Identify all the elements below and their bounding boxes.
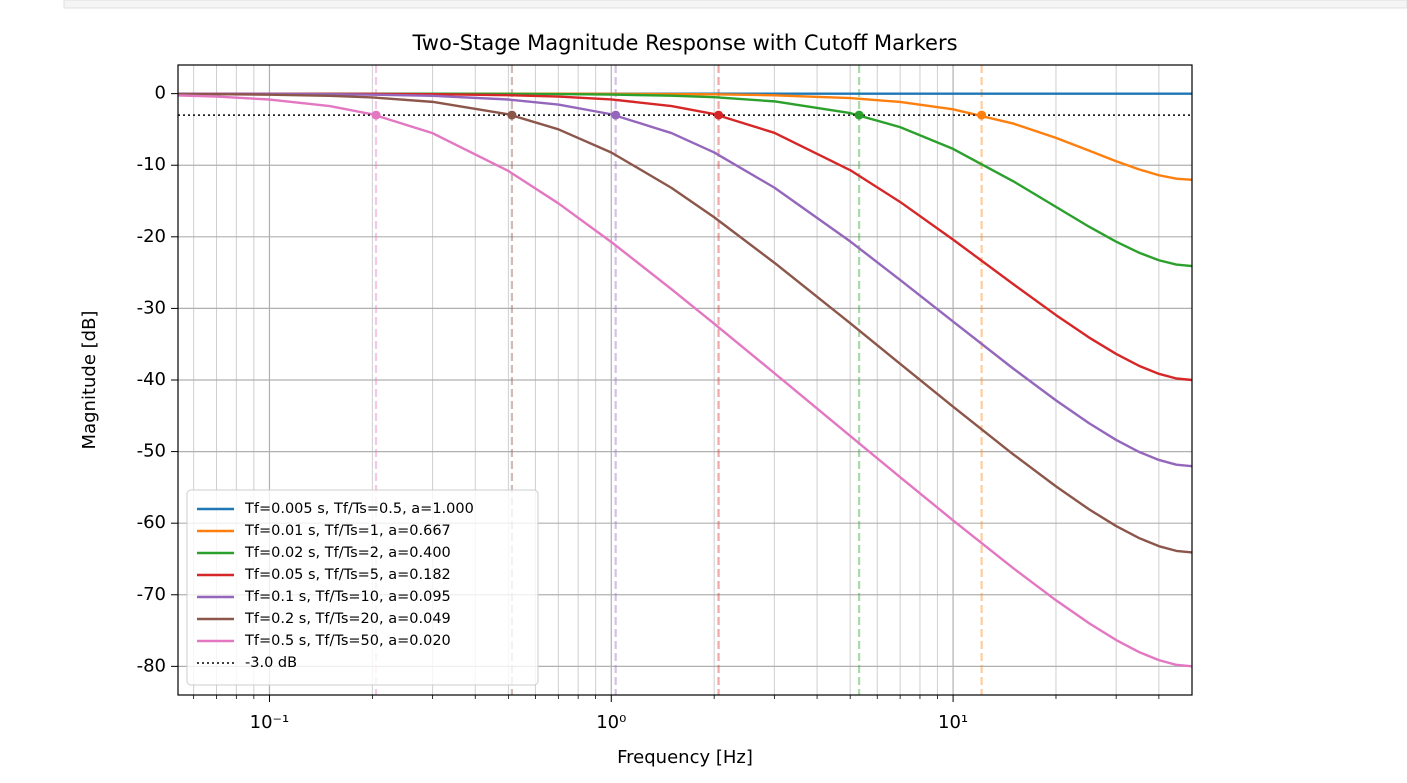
y-tick-label: -30 xyxy=(137,297,166,318)
cutoff-marker xyxy=(714,110,724,120)
legend-label: Tf=0.1 s, Tf/Ts=10, a=0.095 xyxy=(244,589,451,605)
cutoff-marker xyxy=(977,110,987,120)
series-line xyxy=(177,94,1193,668)
x-tick-label: 10¹ xyxy=(938,712,968,733)
y-tick-label: 0 xyxy=(155,83,166,104)
y-tick-label: -20 xyxy=(137,226,166,247)
plot-frame xyxy=(177,64,1193,696)
cutoff-marker xyxy=(507,110,517,120)
y-tick-label: -70 xyxy=(137,584,166,605)
x-axis-label: Frequency [Hz] xyxy=(617,747,753,768)
legend-label: Tf=0.2 s, Tf/Ts=20, a=0.049 xyxy=(244,611,451,627)
legend-label: Tf=0.02 s, Tf/Ts=2, a=0.400 xyxy=(244,545,451,561)
cutoff-marker xyxy=(854,110,864,120)
y-axis-label: Magnitude [dB] xyxy=(79,311,100,450)
series-line xyxy=(178,92,1193,268)
y-tick-label: -50 xyxy=(137,441,166,462)
y-tick-label: -10 xyxy=(137,154,166,175)
cutoff-marker xyxy=(611,110,621,120)
x-tick-label: 10⁻¹ xyxy=(250,712,290,733)
legend-label: Tf=0.005 s, Tf/Ts=0.5, a=1.000 xyxy=(244,501,474,517)
legend-label: -3.0 dB xyxy=(245,655,297,671)
legend: Tf=0.005 s, Tf/Ts=0.5, a=1.000 Tf=0.01 s,… xyxy=(186,489,539,686)
x-tick-label: 10⁰ xyxy=(596,712,626,733)
y-tick-label: -40 xyxy=(137,369,166,390)
y-tick-label: -60 xyxy=(137,512,166,533)
legend-label: Tf=0.05 s, Tf/Ts=5, a=0.182 xyxy=(244,567,451,583)
legend-box xyxy=(186,489,539,686)
cell-bar xyxy=(63,0,1407,9)
series-line xyxy=(177,92,1193,554)
y-tick-label: -80 xyxy=(137,655,166,676)
cutoff-marker xyxy=(371,110,381,120)
legend-label: Tf=0.01 s, Tf/Ts=1, a=0.667 xyxy=(244,523,451,539)
chart-title: Two-Stage Magnitude Response with Cutoff… xyxy=(411,31,957,55)
series-line xyxy=(177,92,1193,468)
legend-label: Tf=0.5 s, Tf/Ts=50, a=0.020 xyxy=(244,633,451,649)
